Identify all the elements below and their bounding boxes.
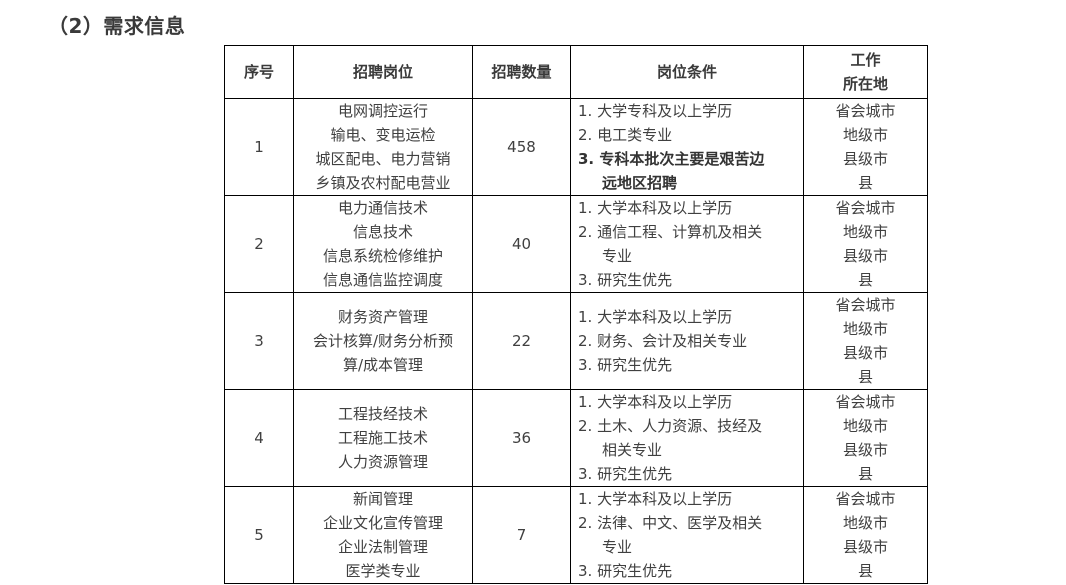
cell-conditions: 1. 大学本科及以上学历 2. 土木、人力资源、技经及相关专业 3. 研究生优先 [570,389,804,487]
location-line: 省会城市 [835,102,896,120]
condition-line: 3. 研究生优先 [578,562,673,580]
position-line: 工程技经技术 [337,405,428,423]
location-line: 省会城市 [835,393,896,411]
location-line: 地级市 [842,223,888,241]
position-line: 信息通信监控调度 [322,271,443,289]
condition-line: 2. 电工类专业 [578,126,673,144]
position-line: 电网调控运行 [337,102,428,120]
location-line: 地级市 [842,514,888,532]
cell-locations: 省会城市地级市县级市县 [803,292,928,390]
header-location-line1: 工作 [850,51,881,69]
cell-count: 22 [472,292,571,390]
cell-no: 1 [224,98,294,196]
cell-no: 5 [224,486,294,584]
header-count: 招聘数量 [472,45,571,99]
position-line: 人力资源管理 [337,453,428,471]
cell-positions: 电网调控运行 输电、变电运检 城区配电、电力营销 乡镇及农村配电营业 [293,98,473,196]
position-line: 会计核算/财务分析预 [312,332,454,350]
cell-locations: 省会城市地级市县级市县 [803,486,928,584]
position-line: 财务资产管理 [337,308,428,326]
position-line: 新闻管理 [352,490,413,508]
location-line: 县 [857,465,873,483]
location-line: 地级市 [842,320,888,338]
cell-positions: 财务资产管理会计核算/财务分析预 算/成本管理 [293,292,473,390]
condition-line: 3. 研究生优先 [578,271,673,289]
location-line: 地级市 [842,417,888,435]
condition-line: 3. 研究生优先 [578,465,673,483]
header-no: 序号 [224,45,294,99]
location-line: 县 [857,174,873,192]
location-line: 地级市 [842,126,888,144]
location-line: 县级市 [842,441,888,459]
cell-locations: 省会城市地级市县级市县 [803,389,928,487]
condition-line: 1. 大学本科及以上学历 [578,199,733,217]
position-line: 工程施工技术 [337,429,428,447]
cell-count: 458 [472,98,571,196]
cell-no: 2 [224,195,294,293]
cell-positions: 工程技经技术 工程施工技术 人力资源管理 [293,389,473,487]
position-line: 乡镇及农村配电营业 [315,174,451,192]
cell-locations: 省会城市地级市县级市县 [803,98,928,196]
position-line: 信息系统检修维护 [322,247,443,265]
cell-no: 4 [224,389,294,487]
header-conditions: 岗位条件 [570,45,804,99]
position-line: 企业文化宣传管理 [322,514,443,532]
table-row: 5 新闻管理 企业文化宣传管理 企业法制管理 医学类专业 7 1. 大学本科及以上学历 2. … [224,486,928,584]
table-row: 2 电力通信技术 信息技术 信息系统检修维护 信息通信监控调度 40 1. 大学本科及以上学… [224,195,928,293]
condition-line: 专业 [602,538,633,556]
location-line: 县级市 [842,247,888,265]
header-location: 工作 所在地 [803,45,928,99]
cell-count: 7 [472,486,571,584]
location-line: 县级市 [842,344,888,362]
condition-line: 远地区招聘 [602,174,678,192]
cell-positions: 新闻管理企业文化宣传管理 企业法制管理 医学类专业 [293,486,473,584]
recruitment-table: 序号 招聘岗位 招聘数量 岗位条件 工作 所在地 1 电网调控运行 输电、变电运检城… [224,45,928,584]
condition-line: 1. 大学专科及以上学历 [578,102,733,120]
cell-count: 40 [472,195,571,293]
cell-locations: 省会城市地级市县级市县 [803,195,928,293]
condition-line: 相关专业 [602,441,663,459]
table-row: 1 电网调控运行 输电、变电运检 城区配电、电力营销 乡镇及农村配电营业 458 1. 大学… [224,98,928,196]
location-line: 县 [857,562,873,580]
condition-line: 3. 研究生优先 [578,356,673,374]
cell-conditions: 1. 大学专科及以上学历 2. 电工类专业 3. 专科本批次主要是艰苦边远地区招聘 [570,98,804,196]
condition-line: 3. 专科本批次主要是艰苦边 [578,150,765,168]
cell-conditions: 1. 大学本科及以上学历 2. 通信工程、计算机及相关专业 3. 研究生优先 [570,195,804,293]
section-title: （2）需求信息 [48,14,186,38]
position-line: 企业法制管理 [337,538,428,556]
header-location-line2: 所在地 [842,75,888,93]
cell-count: 36 [472,389,571,487]
location-line: 县级市 [842,150,888,168]
position-line: 信息技术 [352,223,413,241]
position-line: 算/成本管理 [342,356,424,374]
cell-no: 3 [224,292,294,390]
table-row: 4 工程技经技术 工程施工技术 人力资源管理 36 1. 大学本科及以上学历 2. 土木、人… [224,389,928,487]
condition-line: 专业 [602,247,633,265]
condition-line: 2. 财务、会计及相关专业 [578,332,748,350]
position-line: 医学类专业 [345,562,421,580]
table-row: 3 财务资产管理 会计核算/财务分析预 算/成本管理 22 1. 大学本科及以上学历 2. … [224,292,928,390]
position-line: 城区配电、电力营销 [315,150,451,168]
location-line: 县 [857,271,873,289]
position-line: 电力通信技术 [337,199,428,217]
cell-conditions: 1. 大学本科及以上学历 2. 财务、会计及相关专业 3. 研究生优先 [570,292,804,390]
location-line: 县级市 [842,538,888,556]
header-position: 招聘岗位 [293,45,473,99]
location-line: 省会城市 [835,296,896,314]
table-header-row: 序号 招聘岗位 招聘数量 岗位条件 工作 所在地 [224,45,928,99]
position-line: 输电、变电运检 [330,126,436,144]
condition-line: 1. 大学本科及以上学历 [578,308,733,326]
location-line: 省会城市 [835,199,896,217]
location-line: 县 [857,368,873,386]
cell-conditions: 1. 大学本科及以上学历 2. 法律、中文、医学及相关专业 3. 研究生优先 [570,486,804,584]
condition-line: 1. 大学本科及以上学历 [578,393,733,411]
condition-line: 2. 法律、中文、医学及相关 [578,514,763,532]
condition-line: 2. 通信工程、计算机及相关 [578,223,763,241]
condition-line: 2. 土木、人力资源、技经及 [578,417,763,435]
condition-line: 1. 大学本科及以上学历 [578,490,733,508]
location-line: 省会城市 [835,490,896,508]
cell-positions: 电力通信技术 信息技术信息系统检修维护 信息通信监控调度 [293,195,473,293]
